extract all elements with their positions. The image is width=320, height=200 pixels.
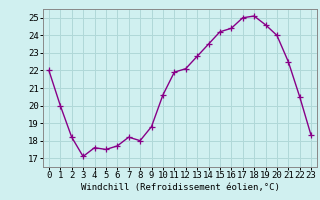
- X-axis label: Windchill (Refroidissement éolien,°C): Windchill (Refroidissement éolien,°C): [81, 183, 279, 192]
